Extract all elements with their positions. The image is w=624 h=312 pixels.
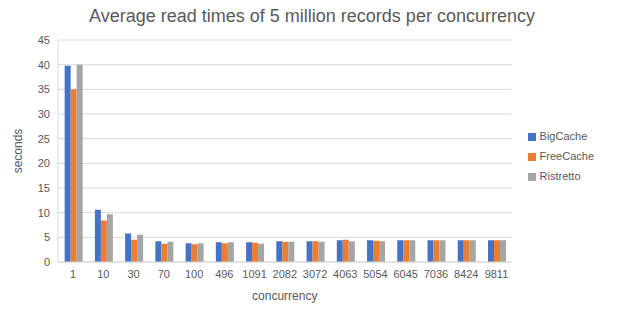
svg-text:30: 30 bbox=[38, 108, 50, 120]
svg-text:9811: 9811 bbox=[485, 268, 509, 280]
svg-text:concurrency: concurrency bbox=[252, 289, 317, 303]
svg-text:100: 100 bbox=[185, 268, 203, 280]
svg-text:1: 1 bbox=[70, 268, 76, 280]
svg-text:3072: 3072 bbox=[303, 268, 327, 280]
svg-text:35: 35 bbox=[38, 83, 50, 95]
svg-text:70: 70 bbox=[158, 268, 170, 280]
svg-text:7036: 7036 bbox=[424, 268, 448, 280]
svg-text:5: 5 bbox=[44, 231, 50, 243]
svg-text:5054: 5054 bbox=[363, 268, 387, 280]
svg-text:2082: 2082 bbox=[273, 268, 297, 280]
svg-text:4063: 4063 bbox=[333, 268, 357, 280]
svg-text:496: 496 bbox=[215, 268, 233, 280]
svg-text:10: 10 bbox=[38, 207, 50, 219]
svg-text:30: 30 bbox=[127, 268, 139, 280]
svg-text:45: 45 bbox=[38, 34, 50, 46]
svg-text:15: 15 bbox=[38, 182, 50, 194]
html-text:Average read times of 5 millio: Average read times of 5 million records … bbox=[89, 6, 535, 26]
html-text:Ristretto: Ristretto bbox=[539, 170, 581, 182]
svg-text:25: 25 bbox=[38, 133, 50, 145]
svg-text:0: 0 bbox=[44, 256, 50, 268]
svg-text:6045: 6045 bbox=[394, 268, 418, 280]
svg-text:40: 40 bbox=[38, 59, 50, 71]
html-text:FreeCache: FreeCache bbox=[539, 150, 594, 162]
svg-text:10: 10 bbox=[97, 268, 109, 280]
svg-text:8424: 8424 bbox=[454, 268, 478, 280]
svg-text:seconds: seconds bbox=[11, 129, 25, 174]
svg-text:1091: 1091 bbox=[242, 268, 266, 280]
html-text:BigCache: BigCache bbox=[539, 130, 588, 142]
svg-text:20: 20 bbox=[38, 157, 50, 169]
